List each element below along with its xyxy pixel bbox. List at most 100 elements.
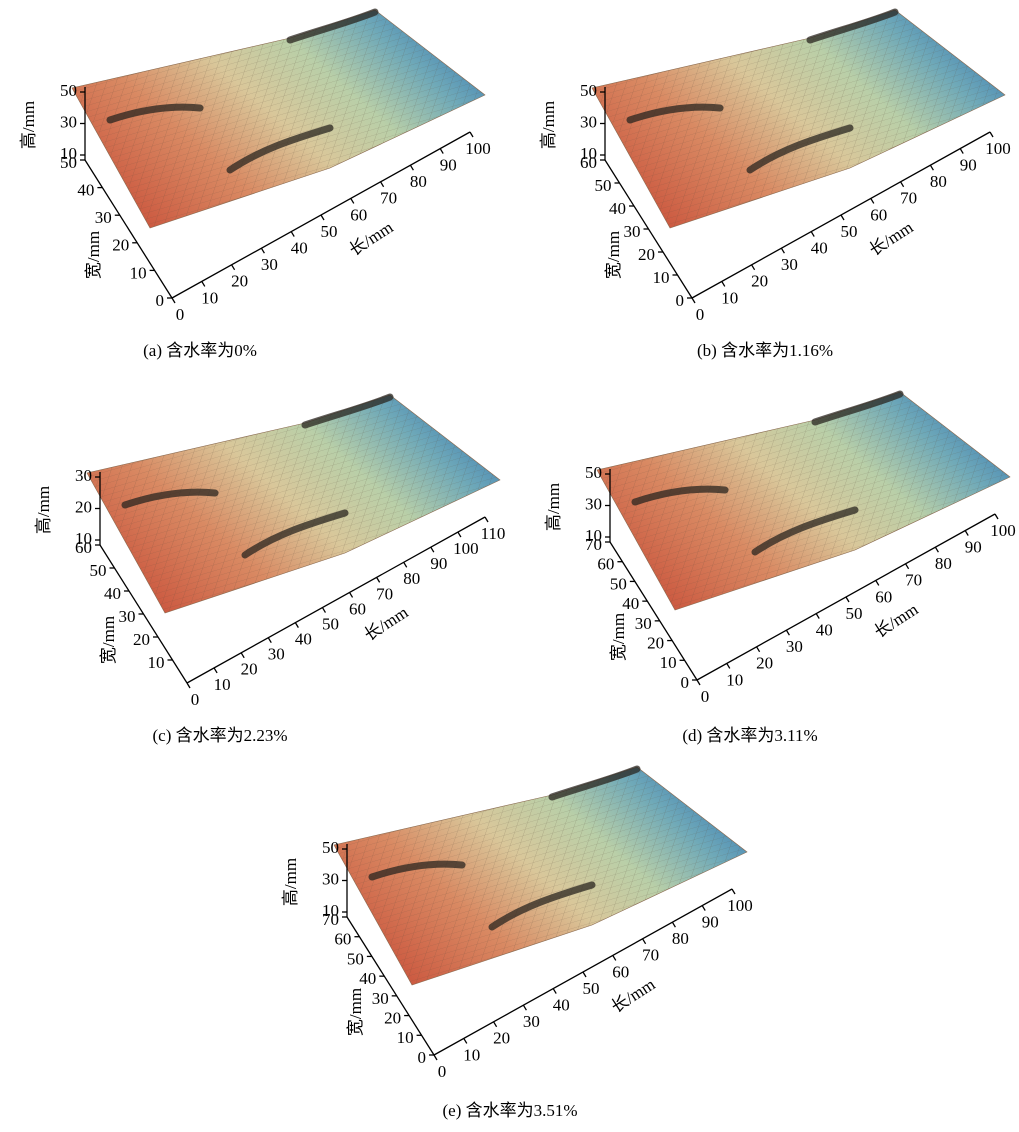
surface-mesh [87,395,500,613]
length-tick-label: 90 [440,156,457,175]
surface-shadow [368,860,466,881]
length-tick [582,971,587,978]
length-tick-label: 0 [701,687,710,706]
width-tick-label: 30 [95,208,112,227]
length-tick [994,513,999,520]
width-tick-label: 0 [418,1048,427,1067]
z-tick-label: 30 [322,869,339,888]
length-tick-label: 30 [781,255,798,274]
length-tick [731,888,736,895]
panel: 10 20 30 10 20 30 40 50 60 0 10 20 30 40 50 60 70 80 90 100… [34,393,505,709]
surface-mesh [597,392,1010,610]
length-tick [403,561,408,568]
length-tick-label: 70 [642,946,659,965]
surface-shadow [811,390,904,426]
surface-shadow [806,8,899,44]
length-tick-label: 10 [463,1045,480,1064]
length-tick-label: 80 [672,929,689,948]
width-tick-label: 20 [638,245,655,264]
surface-shadow [746,124,854,174]
length-tick [321,607,327,613]
width-tick-label: 60 [75,538,92,557]
length-tick-label: 100 [727,896,753,915]
length-tick [959,148,964,154]
length-tick-label: 20 [231,272,248,291]
length-tick [900,181,905,188]
width-tick-label: 10 [148,653,165,672]
width-tick-label: 0 [676,291,685,310]
surface-shadow [301,393,394,429]
length-tick-label: 90 [965,538,982,557]
width-tick-label: 0 [156,291,165,310]
z-tick-label: 50 [60,81,77,100]
z-axis-title: 高/mm [544,483,563,531]
length-tick [350,198,355,204]
length-tick [840,214,845,221]
length-tick [433,1054,438,1061]
length-tick-label: 0 [176,305,185,324]
length-tick [213,667,218,674]
width-axis-title: 宽/mm [346,988,365,1036]
length-tick [484,516,489,523]
width-tick-label: 20 [647,633,664,652]
length-tick-label: 100 [453,539,479,558]
length-tick [810,231,815,237]
length-tick-label: 50 [321,222,338,241]
length-tick-label: 50 [322,614,339,633]
surface-shadow [548,765,641,801]
z-tick-label: 10 [60,144,77,163]
length-tick-label: 60 [349,599,366,618]
width-tick-label: 40 [104,584,121,603]
width-tick-label: 70 [322,910,339,929]
width-tick-label: 20 [112,236,129,255]
length-tick [201,281,206,287]
length-tick [439,148,444,154]
length-tick [430,546,435,553]
length-tick-label: 40 [295,630,312,649]
length-tick-label: 10 [201,288,218,307]
length-tick-label: 60 [870,205,887,224]
length-tick [493,1021,498,1028]
length-tick-label: 80 [410,172,427,191]
length-tick [376,577,381,583]
length-tick-label: 30 [268,645,285,664]
z-tick-label: 10 [75,529,92,548]
length-tick [934,546,939,553]
length-tick [726,663,731,669]
length-tick [870,198,875,204]
length-tick [290,231,295,237]
length-tick-label: 20 [241,660,258,679]
panel: 10 30 50 0 10 20 30 40 50 60 0 10 20 30 40 50 60 70 80 90 10… [539,8,1011,324]
width-tick-label: 40 [622,594,639,613]
length-tick-label: 60 [612,962,629,981]
width-tick-label: 50 [60,153,77,172]
length-tick [756,646,761,653]
width-tick-label: 60 [580,153,597,172]
length-tick [612,955,617,961]
length-tick [751,264,756,271]
length-tick [964,530,969,536]
length-tick [240,652,245,659]
length-tick [696,679,701,686]
length-tick [171,297,176,304]
z-tick-label: 30 [580,112,597,131]
length-tick-label: 100 [990,521,1016,540]
length-tick-label: 80 [403,569,420,588]
width-tick-label: 0 [681,673,690,692]
surface-shadow [631,485,729,506]
surface-shadow [286,8,379,44]
width-tick-label: 30 [119,607,136,626]
length-tick [701,905,706,911]
caption: (e) 含水率为3.51% [442,1101,577,1120]
length-tick [522,1004,527,1011]
width-tick-label: 60 [334,930,351,949]
width-tick-label: 70 [585,535,602,554]
z-tick-label: 10 [580,144,597,163]
width-axis [609,541,698,681]
surface-shadow [751,506,859,556]
length-tick-label: 30 [261,255,278,274]
length-tick-label: 90 [430,554,447,573]
length-tick [294,622,299,628]
length-tick-label: 70 [900,189,917,208]
length-tick-label: 50 [846,604,863,623]
